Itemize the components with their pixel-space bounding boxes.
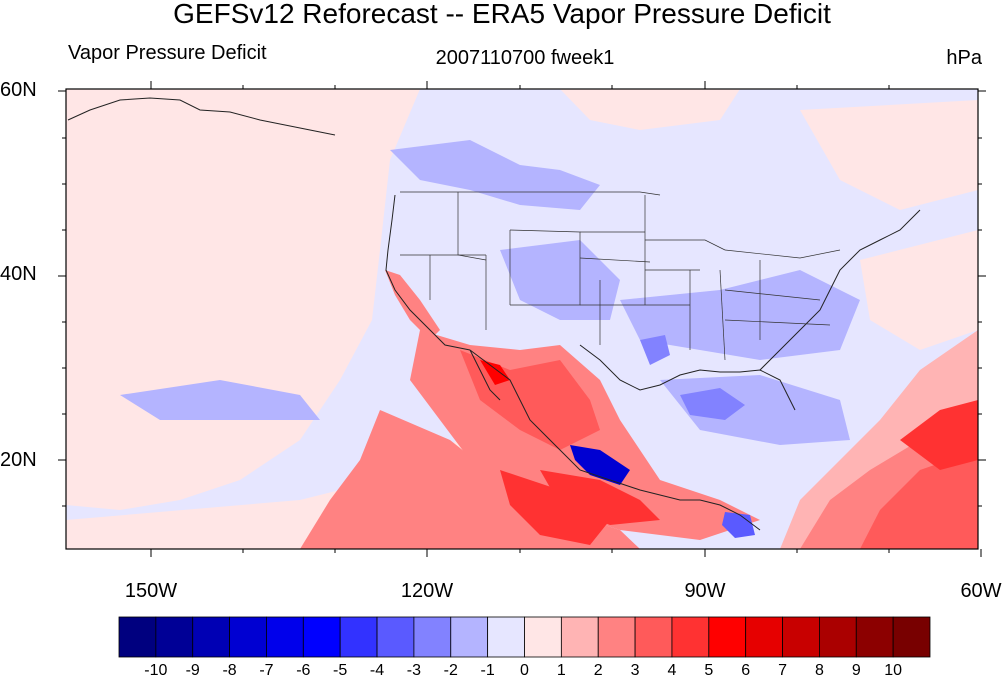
state-border-lines [400,191,841,361]
colorbar-tick-label: -7 [259,662,274,679]
lon-label-120w: 120W [400,580,454,602]
colorbar-swatch [597,616,636,658]
colorbar-tick-label: 8 [814,662,824,679]
colorbar-tick-label: 3 [630,662,640,679]
canada-positive-region [560,89,740,130]
units-label: hPa [946,47,982,69]
caribbean-strong-positive-region [860,450,978,549]
colorbar-tick-label: -10 [144,662,168,679]
colorbar-swatch [892,616,931,658]
colorbar-swatch [560,616,599,658]
colorbar-tick-label: 4 [667,662,677,679]
west-coast-positive-region [385,270,440,340]
colorbar-tick-label: 9 [851,662,861,679]
colorbar-swatch [155,616,194,658]
colorbar-tick-label: -4 [369,662,385,679]
colorbar-swatch [266,616,304,658]
colorbar-swatch [376,616,415,658]
colorbar-tick-label: 10 [884,662,903,679]
atlantic-positive-region [860,230,978,350]
colorbar-swatch [450,616,489,658]
colorbar-swatch [192,616,230,658]
colorbar-swatch [302,616,341,658]
coastline-lines [67,97,921,531]
colorbar-swatch [413,616,452,658]
colorbar-tick-label: 7 [778,662,787,679]
colorbar-swatch [745,616,783,658]
colorbar-swatch [855,616,894,658]
central-america-negative-region [722,512,755,538]
colorbar-tick-label: 2 [593,662,603,679]
colorbar-swatch [671,616,710,658]
colorbar-swatch [339,616,378,658]
colorbar-tick-label: -3 [406,662,422,679]
lat-label-40n: 40N [0,263,37,285]
colorbar-tick-label: -6 [296,662,311,679]
colorbar-swatch [634,616,673,658]
lon-label-60w: 60W [960,580,1002,602]
gulf-core-negative-region [680,388,745,420]
rockies-negative-region [500,240,620,320]
colorbar-tick-label: -8 [222,662,237,679]
mexico-strong-negative-region [570,445,630,485]
colorbar-swatch [487,616,525,658]
southern-mexico-positive-region [540,470,660,525]
colorbar-swatch [782,616,820,658]
plot-frame [65,88,979,550]
colorbar-swatch [819,616,857,658]
axis-ticks [58,81,986,557]
labrador-positive-region [800,100,978,210]
pacific-negative-region [120,380,320,420]
main-title: GEFSv12 Reforecast -- ERA5 Vapor Pressur… [173,0,831,29]
colorbar-tick-label: 1 [556,662,566,679]
lon-label-90w: 90W [684,580,726,602]
lon-label-150w: 150W [124,580,178,602]
baja-strong-positive-region [480,360,510,385]
eastern-pacific-strong-positive-region [500,470,610,545]
colorbar-tick-label: -9 [185,662,200,679]
eastern-us-negative-region [620,270,860,360]
colorbar-swatch [708,616,747,658]
lat-label-20n: 20N [0,449,37,471]
lat-label-60n: 60N [0,79,37,101]
lower-mississippi-negative-region [640,335,670,365]
canada-negative-region [390,140,600,210]
atlantic-strong-positive-region [900,400,978,470]
colorbar-tick-label: 0 [520,662,529,679]
colorbar-tick-label: -1 [480,662,495,679]
forecast-date-label: 2007110700 fweek1 [435,47,615,69]
colorbar-swatch [118,616,157,658]
variable-label: Vapor Pressure Deficit [68,42,267,64]
colorbar-swatch [524,616,562,658]
colorbar-tick-label: 5 [704,662,714,679]
colorbar-swatch [229,616,267,658]
colorbar-tick-label: -2 [443,662,458,679]
colorbar-tick-label: -5 [333,662,348,679]
colorbar-tick-label: 6 [741,662,751,679]
